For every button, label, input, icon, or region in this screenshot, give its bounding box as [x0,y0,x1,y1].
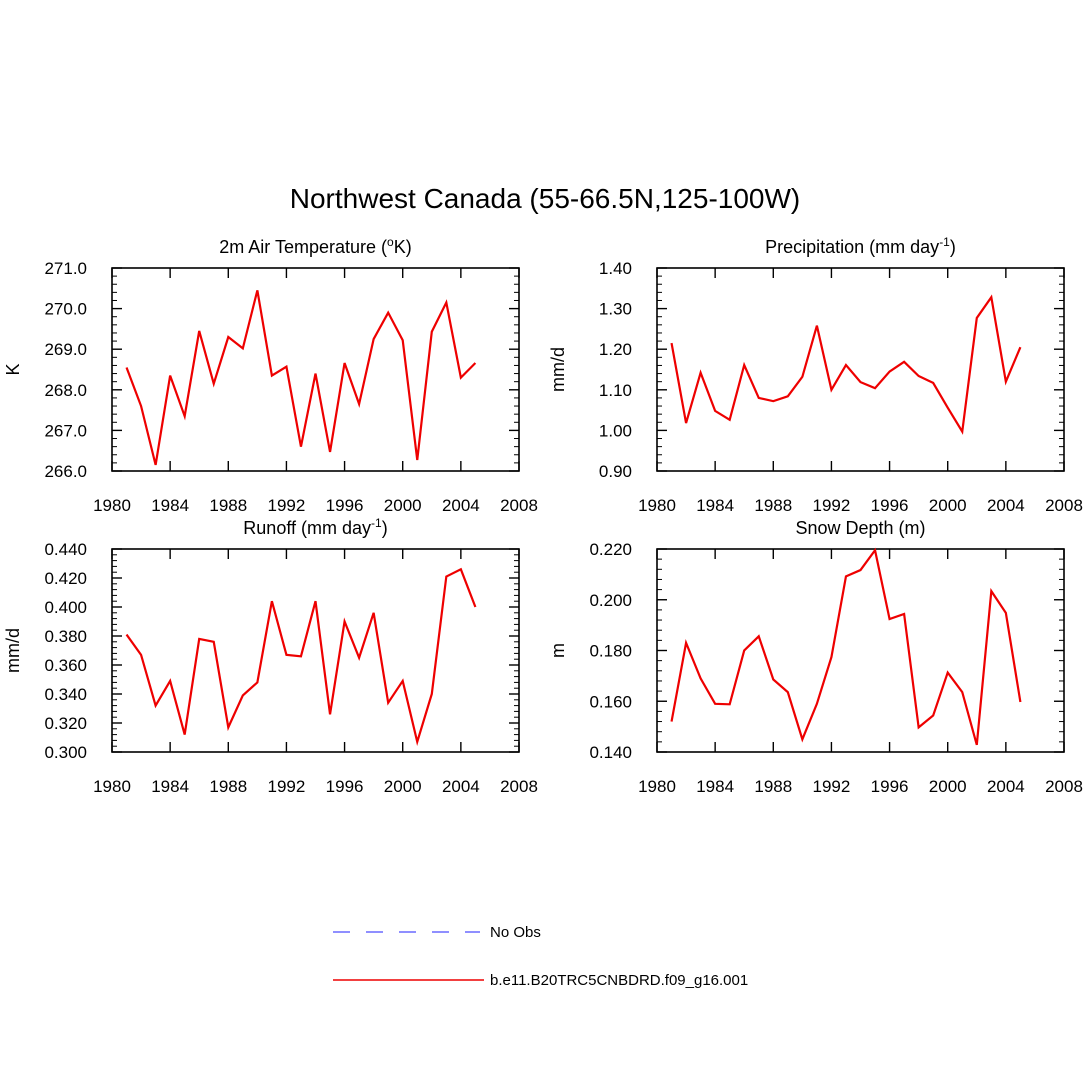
panel-1-x-tick-label-1980: 1980 [93,496,131,515]
figure-title: Northwest Canada (55-66.5N,125-100W) [290,183,800,214]
chart-panels: 1980 1984 1988 1992 1996 2000 2004 2008 266.0 267… [3,235,1083,796]
panel-1-y-tick-label-267-0: 267.0 [44,421,87,440]
panel-1-y-tick-label-271-0: 271.0 [44,259,87,278]
panel-1-x-tick-label-1992: 1992 [268,496,306,515]
panel-4-title: Snow Depth (m) [795,518,925,538]
panel-2-x-tick-label-2000: 2000 [929,496,967,515]
chart-panel-4: 1980 1984 1988 1992 1996 2000 2004 2008 0.140 0.1… [548,518,1083,796]
panel-4-x-tick-label-2004: 2004 [987,777,1025,796]
panel-1-x-tick-label-1988: 1988 [209,496,247,515]
panel-3-y-tick-label-0-400: 0.400 [44,598,87,617]
panel-1-y-axis-label: K [3,363,23,375]
panel-1-x-tick-label-2004: 2004 [442,496,480,515]
panel-1-plot-frame [111,267,520,472]
panel-2-y-tick-label-1-40: 1.40 [599,259,632,278]
panel-1-y-tick-label-266-0: 266.0 [44,462,87,481]
panel-4-x-tick-label-2008: 2008 [1045,777,1083,796]
panel-2-y-axis-label: mm/d [548,347,568,392]
panel-3-plot-frame [111,548,520,753]
panel-3-x-tick-label-2008: 2008 [500,777,538,796]
panel-3-y-tick-label-0-300: 0.300 [44,743,87,762]
panel-3-y-tick-label-0-380: 0.380 [44,627,87,646]
panel-3-y-tick-label-0-440: 0.440 [44,540,87,559]
panel-3-x-tick-label-1992: 1992 [268,777,306,796]
panel-2-x-tick-label-1988: 1988 [754,496,792,515]
panel-2-x-tick-label-2004: 2004 [987,496,1025,515]
panel-1-x-tick-label-1984: 1984 [151,496,189,515]
chart-panel-1: 1980 1984 1988 1992 1996 2000 2004 2008 266.0 267… [3,235,538,515]
panel-4-x-tick-label-2000: 2000 [929,777,967,796]
panel-2-y-tick-label-0-90: 0.90 [599,462,632,481]
panel-3-x-tick-label-1996: 1996 [326,777,364,796]
panel-3-y-tick-label-0-320: 0.320 [44,714,87,733]
panel-3-series-line-b-e11-b20trc5cnbdrd-f09-g16-001 [125,567,477,747]
panel-2-title: Precipitation (mm day-1) [765,235,956,257]
panel-1-title: 2m Air Temperature (oK) [219,235,411,257]
chart-panel-2: 1980 1984 1988 1992 1996 2000 2004 2008 0.90 1.00… [548,235,1083,515]
panel-3-y-axis-label: mm/d [3,628,23,673]
panel-4-y-tick-label-0-220: 0.220 [589,540,632,559]
panel-2-x-tick-label-1996: 1996 [871,496,909,515]
panel-3-x-tick-label-1984: 1984 [151,777,189,796]
panel-1-y-tick-label-268-0: 268.0 [44,381,87,400]
panel-3-x-tick-label-1988: 1988 [209,777,247,796]
panel-4-x-tick-label-1984: 1984 [696,777,734,796]
panel-4-y-axis-label: m [548,643,568,658]
panel-2-series-line-b-e11-b20trc5cnbdrd-f09-g16-001 [670,294,1022,435]
legend-label-model: b.e11.B20TRC5CNBDRD.f09_g16.001 [490,972,748,989]
panel-2-plot-frame [656,267,1065,472]
panel-4-x-tick-label-1988: 1988 [754,777,792,796]
panel-3-y-tick-label-0-360: 0.360 [44,656,87,675]
panel-3-x-tick-label-1980: 1980 [93,777,131,796]
panel-1-x-tick-label-2000: 2000 [384,496,422,515]
panel-4-plot-frame [656,548,1065,753]
panel-2-y-tick-label-1-20: 1.20 [599,340,632,359]
panel-1-x-tick-label-1996: 1996 [326,496,364,515]
panel-4-series-line-b-e11-b20trc5cnbdrd-f09-g16-001 [670,547,1022,746]
panel-3-x-tick-label-2004: 2004 [442,777,480,796]
panel-2-x-tick-label-1992: 1992 [813,496,851,515]
panel-4-x-tick-label-1980: 1980 [638,777,676,796]
panel-1-y-tick-label-269-0: 269.0 [44,340,87,359]
panel-4-x-tick-label-1992: 1992 [813,777,851,796]
panel-4-y-tick-label-0-140: 0.140 [589,743,632,762]
panel-4-x-tick-label-1996: 1996 [871,777,909,796]
panel-2-y-tick-label-1-10: 1.10 [599,381,632,400]
panel-3-x-tick-label-2000: 2000 [384,777,422,796]
panel-1-x-tick-label-2008: 2008 [500,496,538,515]
panel-1-y-tick-label-270-0: 270.0 [44,300,87,319]
panel-4-y-tick-label-0-180: 0.180 [589,642,632,661]
panel-3-title: Runoff (mm day-1) [243,516,387,538]
panel-4-y-tick-label-0-200: 0.200 [589,591,632,610]
legend-label-no-obs: No Obs [490,924,541,941]
panel-3-y-tick-label-0-340: 0.340 [44,685,87,704]
legend: No Obs b.e11.B20TRC5CNBDRD.f09_g16.001 [333,924,748,989]
panel-2-y-tick-label-1-30: 1.30 [599,300,632,319]
chart-panel-3: 1980 1984 1988 1992 1996 2000 2004 2008 0.300 0.3… [3,516,538,796]
panel-2-x-tick-label-2008: 2008 [1045,496,1083,515]
panel-1-series-line-b-e11-b20trc5cnbdrd-f09-g16-001 [125,290,477,466]
panel-2-x-tick-label-1980: 1980 [638,496,676,515]
panel-2-y-tick-label-1-00: 1.00 [599,421,632,440]
panel-3-y-tick-label-0-420: 0.420 [44,569,87,588]
panel-4-y-tick-label-0-160: 0.160 [589,692,632,711]
panel-2-x-tick-label-1984: 1984 [696,496,734,515]
